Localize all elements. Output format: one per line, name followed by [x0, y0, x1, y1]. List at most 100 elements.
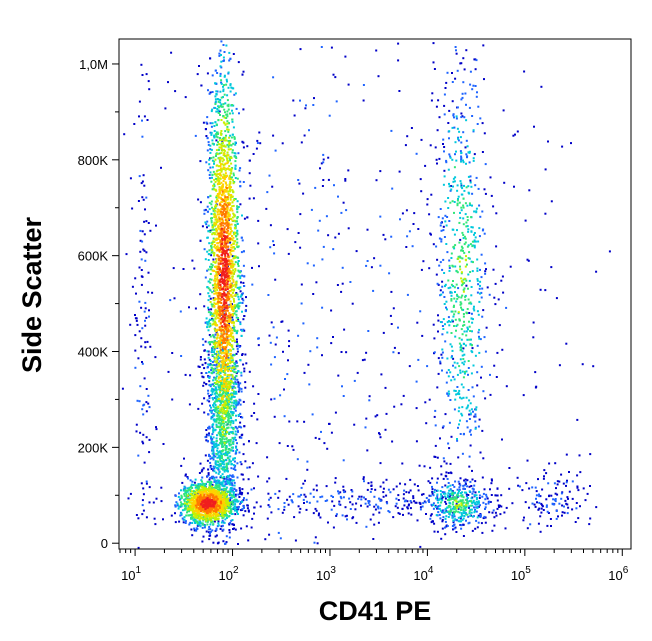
data-point — [476, 384, 479, 387]
data-point — [224, 483, 227, 486]
data-point — [460, 527, 463, 530]
data-point — [470, 408, 473, 411]
data-point — [576, 486, 579, 489]
data-point — [206, 350, 209, 353]
data-point — [442, 258, 445, 261]
data-point — [362, 99, 365, 102]
data-point — [240, 416, 242, 418]
data-point — [452, 185, 454, 188]
data-point — [223, 493, 226, 496]
data-point — [450, 472, 453, 475]
data-point — [143, 184, 146, 187]
data-point — [203, 209, 206, 212]
data-point — [533, 125, 535, 128]
data-point — [232, 405, 235, 408]
data-point — [203, 411, 206, 414]
data-point — [370, 488, 373, 491]
data-point — [208, 425, 211, 428]
data-point — [208, 92, 211, 95]
data-point — [189, 479, 192, 482]
data-point — [212, 209, 215, 212]
data-point — [232, 411, 235, 414]
data-point — [321, 354, 323, 357]
data-point — [221, 438, 224, 441]
data-point — [492, 205, 495, 208]
data-point — [337, 232, 340, 235]
data-point — [387, 488, 390, 491]
data-point — [457, 501, 460, 503]
data-point — [554, 500, 557, 503]
data-point — [232, 172, 235, 175]
data-point — [189, 506, 192, 509]
data-point — [424, 501, 427, 504]
data-point — [437, 314, 439, 317]
data-point — [193, 511, 195, 514]
data-point — [217, 413, 220, 416]
data-point — [384, 386, 387, 389]
data-point — [207, 468, 210, 471]
data-point — [377, 507, 380, 510]
data-point — [446, 511, 449, 513]
data-point — [211, 233, 214, 236]
data-point — [213, 486, 216, 489]
data-point — [330, 342, 333, 345]
data-point — [238, 496, 241, 498]
data-point — [360, 498, 363, 501]
data-point — [455, 531, 458, 533]
data-point — [142, 248, 145, 251]
data-point — [206, 269, 209, 272]
data-point — [224, 102, 227, 105]
data-point — [460, 506, 463, 509]
data-point — [277, 496, 280, 499]
data-point — [495, 494, 498, 497]
data-point — [212, 413, 215, 416]
data-point — [205, 439, 208, 442]
data-point — [229, 423, 232, 426]
data-point — [211, 243, 214, 245]
data-point — [207, 353, 210, 356]
data-point — [201, 225, 204, 228]
data-point — [212, 237, 215, 240]
data-point — [452, 265, 455, 268]
data-point — [432, 243, 435, 246]
data-point — [471, 240, 474, 243]
data-point — [229, 492, 231, 494]
data-point — [465, 162, 467, 165]
data-point — [212, 341, 215, 344]
data-point — [406, 235, 409, 238]
data-point — [372, 538, 375, 540]
data-point — [438, 264, 441, 267]
data-point — [375, 503, 378, 506]
data-point — [468, 490, 471, 493]
data-point — [229, 487, 232, 489]
data-point — [180, 489, 182, 492]
data-point — [465, 370, 468, 373]
data-point — [316, 500, 319, 503]
data-point — [461, 308, 463, 311]
data-point — [355, 502, 358, 505]
data-point — [215, 439, 218, 442]
data-point — [478, 235, 481, 238]
data-point — [236, 200, 239, 203]
data-point — [446, 494, 449, 497]
data-point — [344, 515, 347, 518]
data-point — [251, 517, 254, 520]
data-point — [208, 538, 211, 541]
data-point — [409, 489, 412, 492]
data-point — [460, 346, 463, 349]
data-point — [465, 284, 468, 287]
data-point — [445, 224, 448, 227]
data-point — [219, 384, 222, 386]
data-point — [235, 107, 238, 110]
data-point — [489, 393, 492, 396]
data-point — [214, 455, 217, 458]
data-point — [463, 484, 466, 487]
data-point — [208, 453, 210, 456]
data-point — [291, 445, 294, 448]
data-point — [216, 350, 218, 353]
data-point — [226, 514, 229, 517]
data-point — [202, 515, 205, 518]
data-point — [189, 521, 192, 524]
data-point — [187, 489, 190, 491]
data-point — [477, 425, 480, 428]
